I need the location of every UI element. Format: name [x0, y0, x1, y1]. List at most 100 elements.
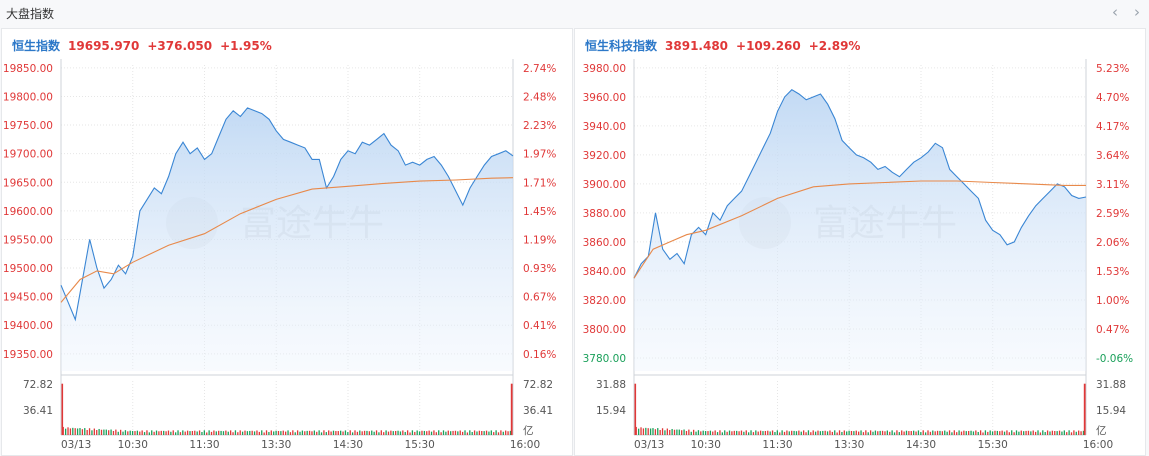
volume-bar	[1039, 432, 1042, 435]
volume-bar	[241, 431, 244, 435]
volume-bar	[889, 431, 891, 435]
y-tick-label: 3940.00	[583, 121, 626, 133]
volume-bar	[688, 429, 690, 435]
volume-bar	[469, 430, 471, 435]
volume-bar	[960, 431, 963, 435]
index-name[interactable]: 恒生指数	[12, 39, 61, 53]
volume-bar	[972, 431, 975, 435]
volume-bar	[810, 432, 812, 435]
volume-bar	[886, 430, 889, 435]
volume-bar	[1083, 383, 1086, 435]
volume-bar	[984, 430, 987, 435]
volume-bar	[435, 432, 437, 435]
volume-bar	[141, 430, 143, 435]
volume-bar	[375, 430, 378, 435]
y-tick-label: 19850.00	[3, 63, 53, 75]
volume-bar	[826, 431, 829, 435]
volume-bar	[817, 430, 819, 435]
volume-bar	[774, 431, 776, 435]
volume-bar	[454, 430, 457, 435]
volume-bar	[323, 430, 325, 435]
volume-bar	[88, 428, 91, 435]
volume-bar	[170, 431, 172, 435]
chevron-right-icon[interactable]: ›	[1134, 3, 1140, 21]
volume-bar	[108, 430, 110, 435]
volume-bar	[1023, 431, 1025, 435]
volume-bar	[112, 430, 115, 435]
volume-bar	[812, 430, 814, 435]
volume-bar	[869, 430, 872, 435]
vol-unit-label: 亿	[1096, 424, 1107, 437]
volume-bar	[769, 431, 771, 435]
x-tick-label: 16:00	[510, 439, 540, 451]
volume-bar	[685, 430, 688, 435]
volume-bar	[958, 430, 960, 435]
volume-bar	[430, 431, 433, 435]
volume-bar	[977, 431, 979, 435]
volume-bar	[127, 431, 129, 435]
volume-bar	[313, 430, 316, 435]
volume-bar	[891, 430, 893, 435]
volume-bar	[1037, 430, 1039, 435]
volume-bar	[399, 431, 402, 435]
pct-tick-label: 0.41%	[523, 320, 556, 332]
volume-bar	[975, 430, 977, 435]
volume-bar	[824, 430, 826, 435]
volume-bar	[1003, 431, 1006, 435]
volume-bar	[359, 430, 361, 435]
vol-tick-label: 31.88	[596, 379, 626, 391]
volume-bar	[1078, 430, 1080, 435]
volume-bar	[783, 431, 786, 435]
volume-bar	[963, 430, 965, 435]
volume-bar	[244, 430, 246, 435]
hsi-chart[interactable]: 19850.00 2.74% 19800.00 2.48% 19750.00 2.23% 1…	[2, 29, 572, 455]
volume-bar	[747, 432, 750, 435]
volume-bar	[920, 432, 922, 435]
volume-bar	[148, 432, 150, 435]
volume-bar	[490, 430, 492, 435]
volume-bar	[249, 430, 251, 435]
hstech-chart[interactable]: 3980.00 5.23% 3960.00 4.70% 3940.00 4.17% 3920…	[575, 29, 1145, 455]
volume-bar	[485, 430, 488, 435]
volume-bar	[719, 430, 721, 435]
volume-bar	[275, 430, 277, 435]
volume-bar	[452, 430, 454, 435]
volume-bar	[1011, 430, 1013, 435]
volume-bar	[822, 430, 824, 435]
chevron-left-icon[interactable]: ‹	[1112, 3, 1118, 21]
volume-bar	[263, 432, 265, 435]
volume-bar	[726, 431, 728, 435]
y-tick-label: 19550.00	[3, 234, 53, 246]
volume-bar	[225, 430, 227, 435]
volume-bar	[117, 431, 119, 435]
volume-bar	[165, 431, 167, 435]
volume-bar	[280, 431, 282, 435]
volume-bar	[664, 430, 666, 435]
price-line	[633, 89, 1087, 279]
volume-bar	[1044, 431, 1046, 435]
volume-bar	[258, 431, 260, 435]
x-tick-label: 14:30	[906, 439, 936, 451]
volume-bar	[874, 430, 877, 435]
volume-bar	[256, 430, 258, 435]
volume-bar	[1001, 430, 1003, 435]
volume-bar	[970, 430, 972, 435]
y-tick-label: 3860.00	[583, 237, 626, 249]
volume-bar	[265, 430, 268, 435]
volume-bar	[786, 430, 788, 435]
volume-bar	[96, 430, 98, 435]
volume-bar	[368, 431, 371, 435]
volume-bar	[131, 431, 134, 435]
volume-bar	[917, 430, 920, 435]
volume-bar	[941, 431, 944, 435]
y-tick-label: 19700.00	[3, 149, 53, 161]
volume-bar	[695, 431, 697, 435]
volume-bar	[155, 430, 158, 435]
volume-bar	[103, 429, 105, 435]
pct-tick-label: 2.48%	[523, 91, 556, 103]
volume-bar	[139, 431, 141, 435]
pct-tick-label: 3.11%	[1096, 179, 1129, 191]
y-tick-label: 19500.00	[3, 263, 53, 275]
index-name[interactable]: 恒生科技指数	[585, 39, 658, 53]
index-change-pct: +2.89%	[808, 39, 861, 53]
